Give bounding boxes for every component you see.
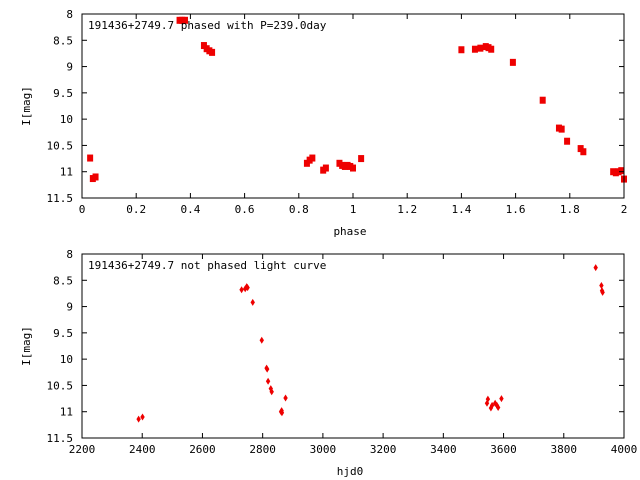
y-tick-label: 9.5 <box>53 87 73 100</box>
data-point <box>495 404 501 412</box>
y-tick-label: 10.5 <box>47 139 74 152</box>
data-point <box>618 167 625 175</box>
y-tick-label: 8 <box>66 8 73 21</box>
phased-y-ticks: 8 8.5 9 9.5 10 10.5 11 11.5 <box>47 8 624 205</box>
y-tick-label: 11 <box>60 406 73 419</box>
unphased-x-axis-label: hjd0 <box>337 465 364 478</box>
data-point <box>509 58 516 66</box>
unphased-light-curve-panel: 2200 2400 2600 2800 3000 3200 3400 3600 3800 4000… <box>20 248 637 478</box>
panel-title-unphased: 191436+2749.7 not phased light curve <box>88 259 326 272</box>
data-point <box>485 395 491 403</box>
unphased-points <box>136 264 605 423</box>
data-point <box>499 395 504 403</box>
data-point <box>322 164 329 172</box>
x-tick-label: 3400 <box>430 443 457 456</box>
x-tick-label: 0 <box>79 203 86 216</box>
y-tick-label: 10 <box>60 353 73 366</box>
y-tick-label: 8.5 <box>53 34 73 47</box>
data-point <box>350 164 356 172</box>
x-tick-label: 2800 <box>249 443 276 456</box>
x-tick-label: 1.8 <box>560 203 580 216</box>
y-tick-label: 9.5 <box>53 327 73 340</box>
data-point <box>309 154 316 162</box>
data-point <box>264 365 270 373</box>
x-tick-label: 2200 <box>69 443 96 456</box>
data-point <box>358 155 365 163</box>
x-tick-label: 1.6 <box>506 203 526 216</box>
data-point <box>599 282 604 290</box>
data-point <box>458 46 465 54</box>
x-tick-label: 3200 <box>370 443 397 456</box>
data-point <box>87 154 94 162</box>
data-point <box>477 44 484 52</box>
plot-frame <box>81 253 625 439</box>
unphased-y-ticks: 8 8.5 9 9.5 10 10.5 11 11.5 <box>47 248 624 445</box>
y-tick-label: 9 <box>66 301 73 314</box>
data-point <box>239 286 244 294</box>
data-point <box>250 298 255 306</box>
x-tick-label: 0.8 <box>289 203 309 216</box>
phased-x-axis-label: phase <box>333 225 366 238</box>
data-point <box>283 394 288 402</box>
data-point <box>539 96 546 104</box>
y-tick-label: 11.5 <box>47 192 74 205</box>
data-point <box>265 377 271 385</box>
x-tick-label: 1 <box>350 203 357 216</box>
x-tick-label: 1.2 <box>397 203 417 216</box>
panel-title-phased: 191436+2749.7 phased with P=239.0day <box>88 19 327 32</box>
x-tick-label: 2400 <box>129 443 156 456</box>
x-tick-label: 4000 <box>611 443 638 456</box>
x-tick-label: 3000 <box>310 443 337 456</box>
data-point <box>593 264 598 272</box>
y-tick-label: 11.5 <box>47 432 74 445</box>
data-point <box>279 409 285 417</box>
data-point <box>269 388 274 396</box>
phased-y-axis-label: I[mag] <box>20 86 33 126</box>
data-point <box>136 415 141 423</box>
y-tick-label: 9 <box>66 61 73 74</box>
y-tick-label: 8.5 <box>53 274 73 287</box>
data-point <box>209 48 216 56</box>
data-point <box>259 336 264 344</box>
phased-points <box>87 16 627 183</box>
data-point <box>488 45 495 53</box>
phased-light-curve-panel: 0 0.2 0.4 0.6 0.8 1 1.2 1.4 1.6 1.8 2 8 8.5 9 9.5 10 10… <box>20 8 627 238</box>
data-point <box>471 45 478 53</box>
unphased-y-axis-label: I[mag] <box>20 326 33 366</box>
y-tick-label: 10.5 <box>47 379 74 392</box>
phased-x-ticks: 0 0.2 0.4 0.6 0.8 1 1.2 1.4 1.6 1.8 2 <box>79 14 628 216</box>
x-tick-label: 3800 <box>551 443 578 456</box>
data-point <box>140 413 145 421</box>
x-tick-label: 0.4 <box>180 203 200 216</box>
data-point <box>564 137 571 145</box>
y-tick-label: 11 <box>60 166 73 179</box>
x-tick-label: 0.2 <box>126 203 146 216</box>
data-point <box>580 148 587 156</box>
x-tick-label: 2 <box>621 203 628 216</box>
data-point <box>558 125 565 133</box>
x-tick-label: 0.6 <box>235 203 255 216</box>
y-tick-label: 10 <box>60 113 73 126</box>
y-tick-label: 8 <box>66 248 73 261</box>
plot-frame <box>81 13 625 199</box>
x-tick-label: 1.4 <box>451 203 471 216</box>
x-tick-label: 2600 <box>189 443 216 456</box>
data-point <box>245 284 250 292</box>
unphased-x-ticks: 2200 2400 2600 2800 3000 3200 3400 3600 3800 4000 <box>69 254 638 456</box>
data-point <box>92 173 99 181</box>
x-tick-label: 3600 <box>490 443 517 456</box>
data-point <box>600 288 605 296</box>
data-point <box>181 16 188 24</box>
